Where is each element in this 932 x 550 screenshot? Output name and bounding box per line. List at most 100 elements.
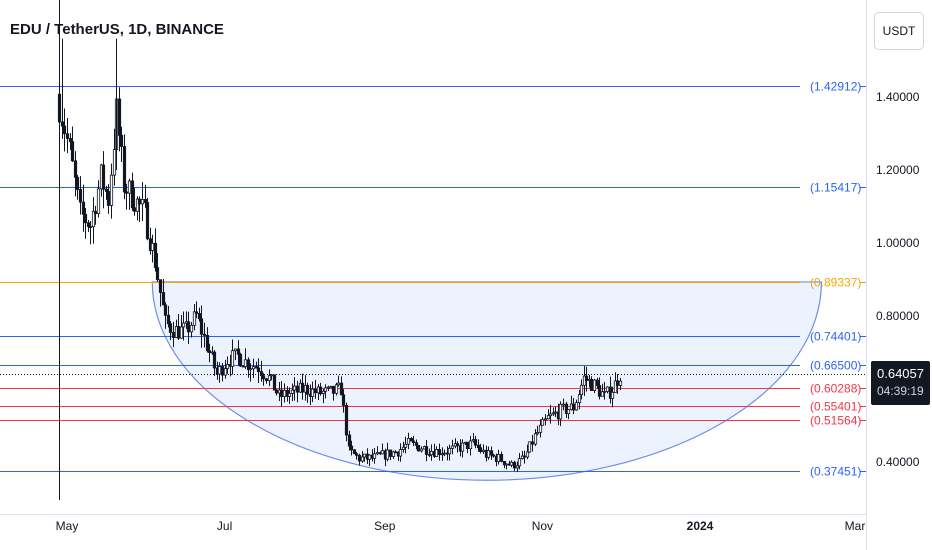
candle <box>414 439 419 450</box>
candle <box>341 389 346 413</box>
candle <box>143 184 148 208</box>
candle <box>468 435 473 456</box>
candle <box>331 385 336 401</box>
candle <box>375 446 380 456</box>
candle <box>70 126 75 163</box>
candle <box>561 398 566 411</box>
candle <box>132 187 137 216</box>
candle <box>217 362 222 383</box>
candle <box>385 442 390 462</box>
candle <box>117 87 122 152</box>
level-label-5: (0.60288) <box>810 382 861 396</box>
candle <box>318 382 323 396</box>
candle <box>194 301 199 319</box>
candle <box>223 359 228 379</box>
candle <box>597 377 602 400</box>
candle <box>122 134 127 200</box>
candle <box>476 439 481 452</box>
candle <box>336 375 341 387</box>
y-tick-label-3: 0.80000 <box>876 309 920 323</box>
candle <box>96 180 101 218</box>
candle <box>65 118 70 154</box>
candle <box>613 372 618 393</box>
candle <box>238 352 243 368</box>
candle <box>357 453 362 466</box>
y-tick-label-0: 1.40000 <box>876 90 920 104</box>
candle <box>515 461 520 473</box>
candle <box>610 386 615 408</box>
candle <box>605 386 610 394</box>
candle <box>362 453 367 463</box>
candle <box>137 196 142 223</box>
candle <box>300 373 305 400</box>
candle <box>163 302 168 329</box>
candle <box>75 174 80 200</box>
level-label-8: (0.37451) <box>810 465 861 479</box>
candle <box>589 376 594 391</box>
candle <box>161 278 166 306</box>
candle <box>101 151 106 209</box>
candle <box>367 454 372 467</box>
level-label-1: (1.15417) <box>810 181 861 195</box>
candle <box>478 443 483 454</box>
candle <box>153 228 158 272</box>
candle <box>571 398 576 415</box>
candle <box>197 307 202 322</box>
candle <box>91 197 96 244</box>
candle <box>403 436 408 454</box>
candle <box>109 163 114 219</box>
candle <box>577 390 582 410</box>
candle <box>305 382 310 403</box>
currency-button[interactable]: USDT <box>874 12 924 50</box>
candle <box>491 453 496 458</box>
candle <box>502 460 507 469</box>
candle <box>243 348 248 369</box>
candle <box>313 379 318 399</box>
candle <box>411 435 416 447</box>
candle <box>615 373 620 394</box>
candle <box>447 444 452 461</box>
candle <box>566 409 571 420</box>
candle <box>166 305 171 328</box>
candle <box>460 439 465 458</box>
candle <box>437 443 442 461</box>
candle <box>186 311 191 345</box>
candle <box>150 234 155 263</box>
level-label-6: (0.55401) <box>810 400 861 414</box>
candle <box>274 389 279 396</box>
level-label-3: (0.74401) <box>810 330 861 344</box>
x-tick-label-1: Jul <box>217 519 232 533</box>
pane-borders <box>0 0 867 550</box>
candle <box>450 439 455 455</box>
y-tick-label-2: 1.00000 <box>876 236 920 250</box>
candle <box>522 450 527 464</box>
candle <box>130 172 135 211</box>
candle <box>202 322 207 348</box>
candle <box>481 444 486 454</box>
candle <box>344 402 349 442</box>
candle <box>205 327 210 353</box>
candle <box>592 378 597 394</box>
x-tick-label-0: May <box>56 519 79 533</box>
candle <box>564 401 569 418</box>
candle <box>282 383 287 403</box>
candle <box>225 356 230 374</box>
candle <box>434 446 439 457</box>
candle <box>192 303 197 331</box>
y-axis-tick-labels: 1.400001.200001.000000.800000.600000.400… <box>876 90 920 469</box>
candle <box>155 253 160 282</box>
candle <box>401 441 406 453</box>
candle <box>349 440 354 456</box>
candle <box>310 381 315 403</box>
candle <box>264 377 269 384</box>
candle <box>127 178 132 210</box>
candle <box>406 432 411 450</box>
candle <box>179 314 184 339</box>
candle <box>354 451 359 460</box>
candle <box>168 320 173 341</box>
candle <box>419 446 424 453</box>
x-tick-label-4: 2024 <box>687 519 714 533</box>
candle <box>473 435 478 449</box>
candle <box>465 441 470 454</box>
